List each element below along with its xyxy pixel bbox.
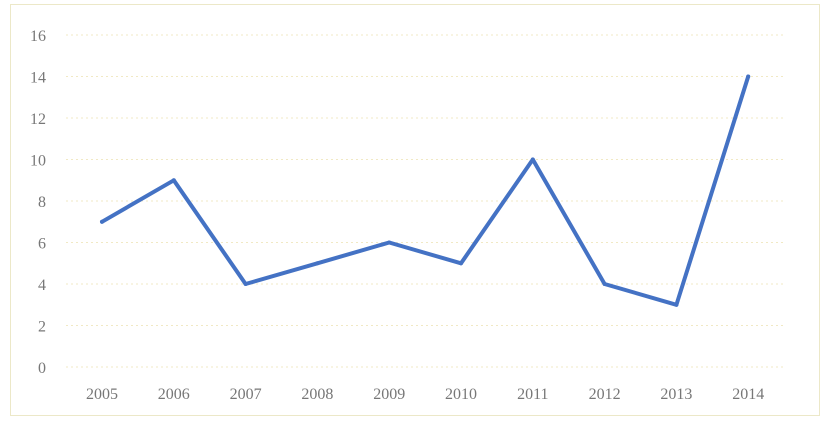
x-tick-label: 2014 [732, 386, 764, 403]
data-point-2013 [674, 302, 679, 307]
y-tick-label: 6 [38, 236, 46, 253]
chart-frame [10, 4, 820, 416]
gridlines [66, 34, 785, 368]
data-point-2007 [243, 282, 248, 286]
data-point-2005 [100, 219, 104, 224]
y-tick-label: 4 [38, 277, 46, 294]
y-tick-label: 10 [30, 153, 46, 170]
series-layer [100, 74, 751, 307]
data-point-2008 [315, 261, 320, 266]
x-tick-label: 2010 [445, 386, 477, 403]
y-tick-label: 2 [38, 319, 46, 336]
x-tick-label: 2007 [230, 386, 262, 403]
data-point-2012 [602, 282, 607, 286]
data-point-2010 [459, 261, 463, 266]
data-point-2011 [530, 157, 535, 162]
y-tick-label: 14 [30, 70, 46, 87]
y-tick-label: 0 [38, 360, 46, 377]
y-tick-label: 16 [30, 28, 46, 45]
series-line-0 [100, 74, 751, 307]
x-axis-ticks: 2005 2006 2007 2008 2009 2010 2011 2012 2013 2014 [86, 386, 764, 403]
y-tick-label: 8 [38, 194, 46, 211]
y-tick-label: 12 [30, 111, 46, 128]
data-point-2009 [387, 240, 392, 245]
data-point-2006 [171, 178, 176, 183]
y-axis-ticks: 0 2 4 6 8 10 12 14 16 [30, 28, 46, 377]
x-tick-label: 2011 [517, 386, 548, 403]
x-tick-label: 2009 [373, 386, 405, 403]
x-tick-label: 2012 [589, 386, 621, 403]
x-tick-label: 2008 [301, 386, 333, 403]
x-tick-label: 2013 [660, 386, 692, 403]
x-tick-label: 2006 [158, 386, 190, 403]
x-tick-label: 2005 [86, 386, 118, 403]
data-point-2014 [746, 74, 751, 79]
